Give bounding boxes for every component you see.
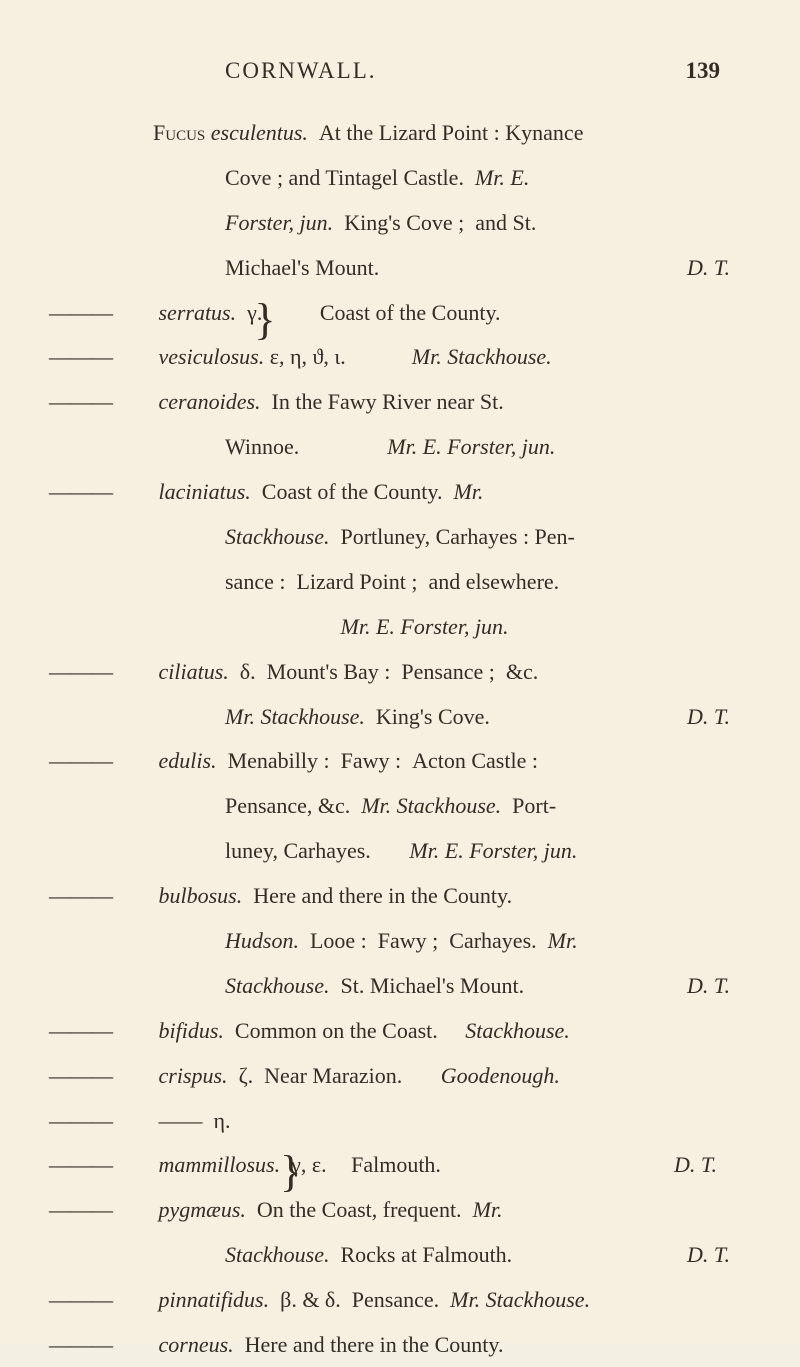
- entry-continuation: sance : Lizard Point ; and elsewhere.: [105, 561, 730, 604]
- entry-line: ——— bifidus. Common on the Coast. Stackh…: [105, 1010, 730, 1053]
- entry-dash: ———: [105, 1100, 153, 1143]
- entry-dash: ———: [105, 1144, 153, 1187]
- entry-continuation: Stackhouse. Rocks at Falmouth.D. T.: [105, 1234, 730, 1277]
- running-title: CORNWALL.: [225, 58, 377, 84]
- entry-continuation: Stackhouse. Portluney, Carhayes : Pen-: [105, 516, 730, 559]
- entry-dash: ———: [105, 1279, 153, 1322]
- entry-line: ——— serratus. γ. } Coast of the County.: [105, 292, 730, 335]
- entry-line: ——— edulis. Menabilly : Fawy : Acton Cas…: [105, 740, 730, 783]
- entry-dash: ———: [105, 1189, 153, 1232]
- entry-continuation: Winnoe. Mr. E. Forster, jun.: [105, 426, 730, 469]
- entry-continuation: luney, Carhayes. Mr. E. Forster, jun.: [105, 830, 730, 873]
- entry-line: ——— mammillosus. γ, ε. } Falmouth.D. T.: [105, 1144, 730, 1187]
- entry-continuation: Forster, jun. King's Cove ; and St.: [105, 202, 730, 245]
- page-header: CORNWALL. 139: [105, 58, 730, 84]
- entry-dash: ———: [105, 336, 153, 379]
- entry-dash: ———: [105, 740, 153, 783]
- entry-line: ——— ceranoides. In the Fawy River near S…: [105, 381, 730, 424]
- entry-line: ——— —— η.: [105, 1100, 730, 1143]
- entry-line: ——— ciliatus. δ. Mount's Bay : Pensance …: [105, 651, 730, 694]
- entry-line: ——— corneus. Here and there in the Count…: [105, 1324, 730, 1367]
- entry-continuation: Michael's Mount.D. T.: [105, 247, 730, 290]
- entry-continuation: Stackhouse. St. Michael's Mount.D. T.: [105, 965, 730, 1008]
- entry-line: ——— bulbosus. Here and there in the Coun…: [105, 875, 730, 918]
- entry-dash: ———: [105, 1055, 153, 1098]
- entry-dash: ———: [105, 471, 153, 514]
- entry-line: ——— laciniatus. Coast of the County. Mr.: [105, 471, 730, 514]
- book-page: CORNWALL. 139 Fucus esculentus. At the L…: [0, 0, 800, 1343]
- entry-continuation: Mr. Stackhouse. King's Cove.D. T.: [105, 696, 730, 739]
- entry-line: ——— crispus. ζ. Near Marazion. Goodenoug…: [105, 1055, 730, 1098]
- entry-dash: ———: [105, 651, 153, 694]
- entry-continuation: Hudson. Looe : Fawy ; Carhayes. Mr.: [105, 920, 730, 963]
- entries-block: Fucus esculentus. At the Lizard Point : …: [105, 112, 730, 1367]
- entry-continuation: Cove ; and Tintagel Castle. Mr. E.: [105, 157, 730, 200]
- entry-dash: ———: [105, 1324, 153, 1367]
- entry-line: ——— pinnatifidus. β. & δ. Pensance. Mr. …: [105, 1279, 730, 1322]
- entry-dash: ———: [105, 875, 153, 918]
- entry-dash: ———: [105, 292, 153, 335]
- entry-dash: ———: [105, 1010, 153, 1053]
- entry-dash: ———: [105, 381, 153, 424]
- entry-continuation: Mr. E. Forster, jun.: [105, 606, 730, 649]
- entry-line: ——— pygmæus. On the Coast, frequent. Mr.: [105, 1189, 730, 1232]
- entry-continuation: Pensance, &c. Mr. Stackhouse. Port-: [105, 785, 730, 828]
- entry-line: Fucus esculentus. At the Lizard Point : …: [105, 112, 730, 155]
- page-number: 139: [686, 58, 721, 84]
- entry-line: ——— vesiculosus. ε, η, ϑ, ι. Mr. Stackho…: [105, 336, 730, 379]
